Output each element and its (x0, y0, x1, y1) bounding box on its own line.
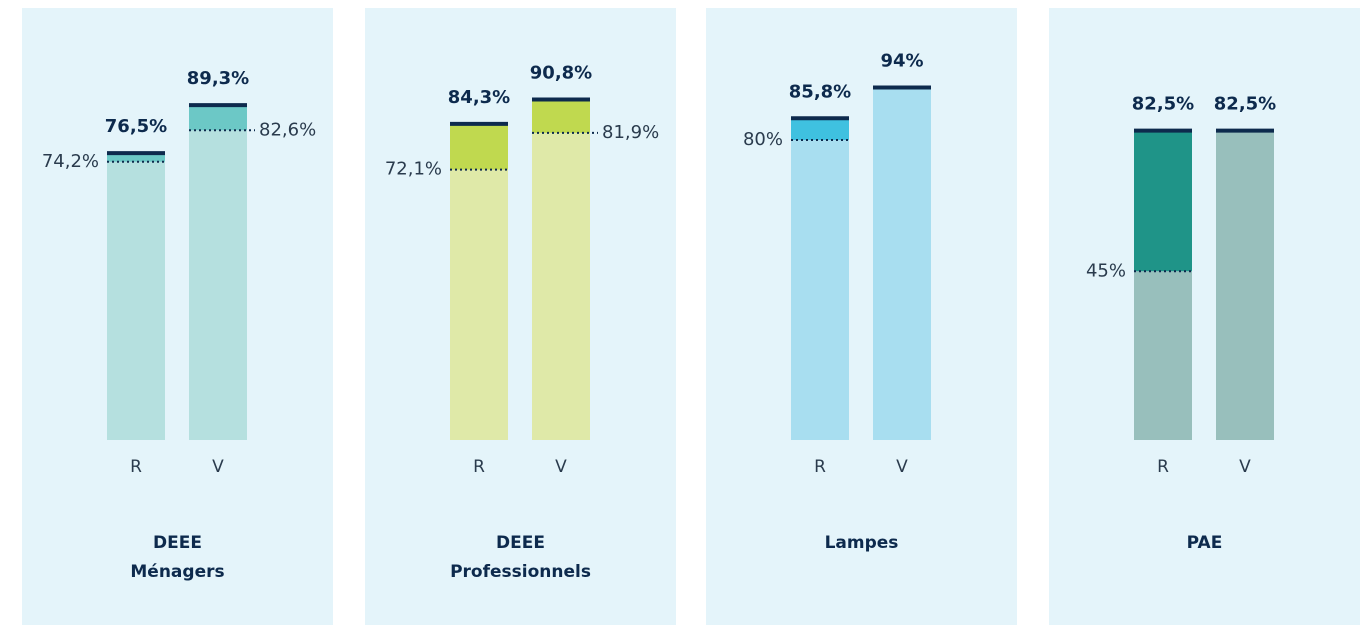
category-label: R (814, 457, 826, 477)
value-label: 84,3% (448, 87, 510, 108)
panel-title: Lampes (825, 533, 899, 553)
target-label: 82,6% (259, 119, 316, 140)
bar-excess (1134, 130, 1192, 272)
target-label: 72,1% (385, 159, 442, 180)
value-label: 82,5% (1132, 94, 1194, 115)
panel (22, 8, 333, 625)
target-label: 81,9% (602, 122, 659, 143)
value-label: 94% (880, 51, 923, 72)
category-label: V (212, 457, 224, 477)
panel-title: Professionnels (450, 562, 591, 582)
bar-excess (791, 118, 849, 140)
value-label: 82,5% (1214, 94, 1276, 115)
value-label: 90,8% (530, 63, 592, 84)
category-label: V (555, 457, 567, 477)
value-label: 76,5% (105, 116, 167, 137)
bar (1216, 130, 1274, 440)
panel (706, 8, 1017, 625)
value-label: 85,8% (789, 81, 851, 102)
category-label: V (1239, 457, 1251, 477)
bar-base (532, 132, 590, 440)
target-label: 74,2% (42, 151, 99, 172)
bar-excess (532, 99, 590, 133)
category-label: R (130, 457, 142, 477)
panel (1049, 8, 1360, 625)
bar-excess (189, 105, 247, 131)
panel-title: PAE (1187, 533, 1223, 553)
panel (365, 8, 676, 625)
bar-base (1134, 271, 1192, 440)
bar-base (189, 130, 247, 440)
bar-excess (450, 123, 508, 170)
target-label: 45% (1086, 260, 1126, 281)
bar-base (107, 161, 165, 440)
panel-title: DEEE (153, 533, 202, 553)
target-label: 80% (743, 129, 783, 150)
category-label: R (1157, 457, 1169, 477)
bar (873, 87, 931, 440)
panel-title: Ménagers (130, 562, 224, 582)
category-label: R (473, 457, 485, 477)
panel-title: DEEE (496, 533, 545, 553)
bar-base (450, 169, 508, 440)
category-label: V (896, 457, 908, 477)
bar-excess (107, 153, 165, 162)
bar-base (791, 140, 849, 440)
value-label: 89,3% (187, 68, 249, 89)
